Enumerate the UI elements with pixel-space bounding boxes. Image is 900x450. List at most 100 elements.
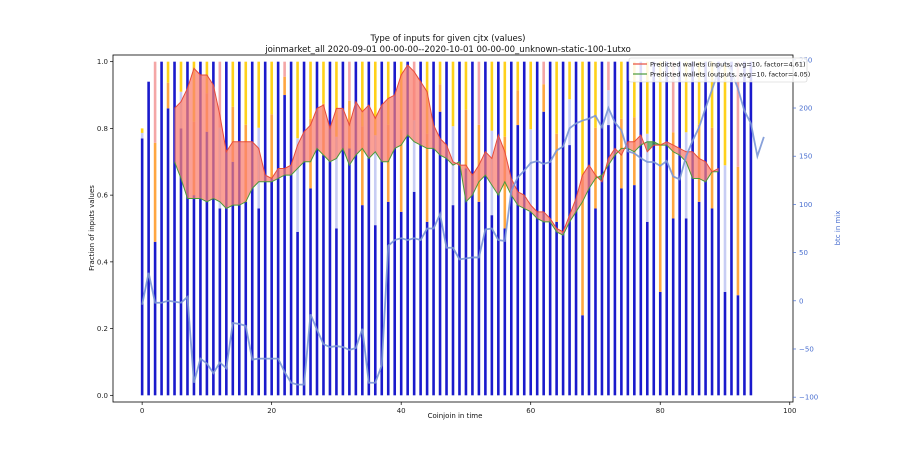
bar-other — [296, 138, 299, 232]
bar-remix — [594, 61, 597, 128]
bar-fresh — [535, 61, 539, 396]
fill-band — [420, 81, 428, 149]
fill-band — [375, 105, 382, 162]
bar-other — [684, 132, 688, 219]
bar-fresh — [147, 81, 150, 396]
bar-fresh — [270, 178, 273, 396]
bar-remix — [723, 61, 727, 166]
bar-remix — [697, 61, 701, 125]
fill-band — [252, 141, 259, 189]
fill-band — [465, 165, 473, 202]
fill-band — [187, 68, 194, 199]
fill-band — [511, 178, 518, 206]
bar-fresh — [419, 61, 422, 396]
bar-other — [399, 129, 403, 212]
bar-fresh — [613, 61, 617, 396]
fill-band — [530, 205, 538, 219]
bar-fresh — [237, 61, 241, 396]
y-axis-right: −100−50050100150200250 — [793, 56, 818, 402]
bar-remix — [490, 61, 494, 131]
bar-other — [386, 124, 390, 202]
fill-band — [608, 148, 615, 166]
bar-fresh — [380, 61, 384, 396]
fill-band — [317, 105, 324, 156]
bar-fresh — [399, 211, 403, 396]
fill-band — [381, 98, 389, 162]
bar-fresh — [354, 61, 358, 396]
bar-fresh — [548, 61, 552, 396]
bar-fresh — [749, 61, 753, 396]
fill-band — [336, 108, 343, 159]
fill-band — [401, 65, 408, 146]
bar-remix — [542, 61, 545, 85]
bar-fresh — [607, 125, 610, 396]
y-tick-label: 0.4 — [97, 258, 109, 266]
fill-band — [206, 75, 214, 202]
bar-remix — [645, 61, 649, 134]
bar-fresh — [652, 61, 656, 396]
bar-fresh — [445, 61, 448, 396]
bar-remix — [607, 61, 610, 91]
bar-remix — [464, 61, 468, 110]
bar-remix — [438, 61, 442, 85]
bar-other — [542, 84, 545, 112]
fill-band — [193, 68, 201, 199]
fill-band — [407, 65, 415, 142]
fill-band — [543, 211, 551, 222]
fill-band — [362, 105, 369, 159]
fill-band — [349, 101, 356, 166]
bar-other — [723, 165, 727, 292]
y-right-tick-label: 200 — [799, 105, 812, 113]
bar-fresh — [561, 61, 565, 396]
bar-other — [516, 90, 520, 126]
bar-remix — [348, 61, 351, 101]
x-tick-label: 0 — [140, 407, 144, 415]
fill-band — [524, 195, 531, 212]
fill-band — [686, 151, 693, 179]
bar-fresh — [710, 208, 714, 396]
fill-band — [355, 101, 363, 156]
y-right-tick-label: −50 — [799, 345, 814, 353]
bar-remix — [581, 61, 584, 176]
bar-other — [555, 133, 558, 222]
bar-remix — [296, 61, 299, 139]
chart-subtitle: joinmarket_all 2020-09-01 00-00-00--2020… — [264, 45, 631, 55]
bar-other — [477, 124, 481, 202]
bar-other — [166, 82, 170, 109]
bar-fresh — [658, 291, 662, 396]
bar-fresh — [393, 61, 397, 396]
bar-other — [335, 136, 338, 229]
y-right-tick-label: 0 — [799, 297, 803, 305]
bar-fresh — [257, 208, 261, 396]
y-tick-label: 0.2 — [97, 325, 108, 333]
bar-remix — [179, 61, 183, 92]
bar-fresh — [471, 61, 474, 396]
bar-remix — [270, 61, 273, 115]
bar-fresh — [458, 61, 461, 396]
bar-other — [736, 166, 740, 296]
bar-fresh — [581, 315, 584, 396]
bar-fresh — [205, 131, 209, 396]
fill-band — [342, 108, 350, 166]
bar-fresh — [723, 291, 727, 396]
bar-other — [270, 114, 273, 179]
bar-fresh — [225, 61, 228, 396]
y-axis-right-label: btc in mix — [834, 211, 842, 246]
fill-band — [174, 101, 181, 179]
bar-other — [710, 127, 714, 209]
fill-band — [232, 141, 240, 206]
bar-fresh — [412, 191, 416, 396]
fill-band — [472, 165, 479, 196]
chart-title: Type of inputs for given cjtx (values) — [370, 34, 526, 44]
bar-remix — [386, 61, 390, 125]
y-tick-label: 0.0 — [97, 392, 108, 400]
y-right-tick-label: −100 — [799, 394, 818, 402]
bar-remix — [671, 61, 675, 133]
bar-other — [594, 127, 597, 209]
fill-band — [647, 141, 654, 152]
fill-band — [265, 175, 272, 182]
bar-other — [581, 175, 584, 316]
bar-fresh — [691, 61, 694, 396]
fill-band — [219, 115, 227, 209]
fill-band — [323, 105, 330, 162]
